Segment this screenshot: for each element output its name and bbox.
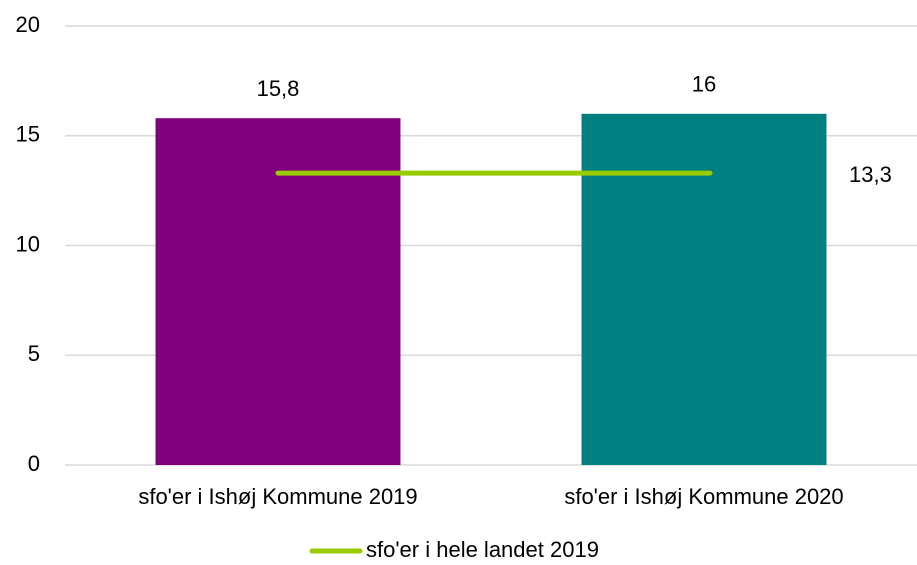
- bar: [155, 118, 401, 465]
- y-tick-label: 0: [28, 451, 40, 476]
- x-tick-label: sfo'er i Ishøj Kommune 2019: [138, 484, 417, 509]
- x-tick-label: sfo'er i Ishøj Kommune 2020: [564, 484, 843, 509]
- y-tick-label: 10: [16, 231, 40, 256]
- y-tick-label: 20: [16, 12, 40, 37]
- line-data-label: 13,3: [849, 162, 892, 187]
- data-label: 15,8: [257, 76, 300, 101]
- y-tick-label: 5: [28, 341, 40, 366]
- bar: [581, 113, 827, 466]
- legend-label: sfo'er i hele landet 2019: [366, 537, 599, 562]
- y-tick-label: 15: [16, 122, 40, 147]
- data-label: 16: [692, 72, 716, 97]
